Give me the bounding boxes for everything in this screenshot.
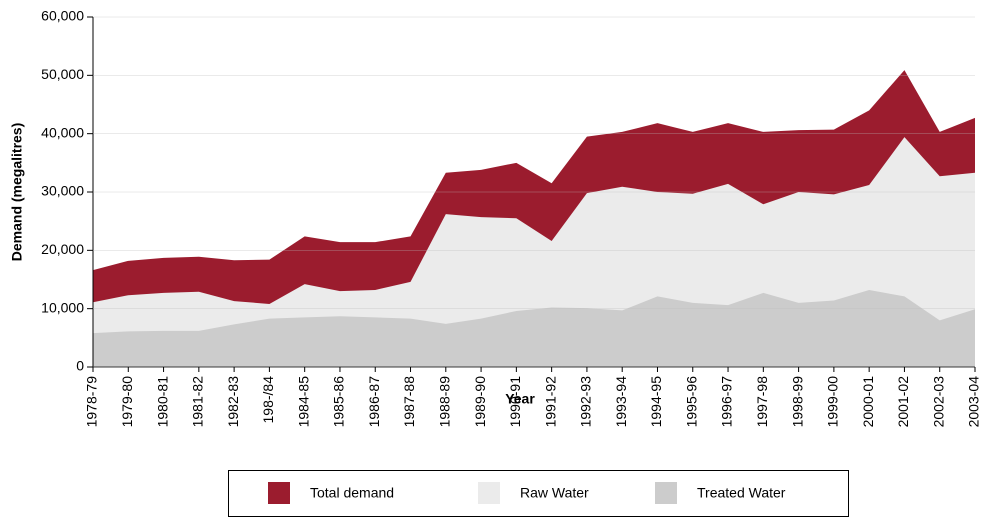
x-tick-label: 1996-97 [719, 376, 735, 428]
legend-swatch [478, 482, 500, 504]
x-tick-label: 1987-88 [401, 376, 417, 428]
area [93, 290, 975, 367]
y-tick-label: 0 [76, 358, 84, 374]
x-tick-label: 1997-98 [754, 376, 770, 428]
legend-label: Total demand [310, 485, 394, 501]
y-tick-label: 50,000 [41, 66, 84, 82]
y-axis-title: Demand (megalitres) [9, 123, 25, 261]
x-tick-label: 1998-99 [789, 376, 805, 428]
x-tick-label: 1981-82 [190, 376, 206, 428]
y-tick-label: 10,000 [41, 299, 84, 315]
x-tick-label: 1986-87 [366, 376, 382, 428]
y-tick-label: 30,000 [41, 183, 84, 199]
x-tick-label: 1999-00 [825, 376, 841, 428]
x-tick-label: 1979-80 [119, 376, 135, 428]
x-tick-label: 1988-89 [437, 376, 453, 428]
legend-label: Raw Water [520, 485, 589, 501]
legend-swatch [655, 482, 677, 504]
x-tick-label: 2001-02 [895, 376, 911, 428]
legend-swatch [268, 482, 290, 504]
x-tick-label: 2003-04 [966, 376, 982, 428]
y-tick-label: 40,000 [41, 124, 84, 140]
x-tick-label: 1980-81 [154, 376, 170, 428]
x-tick-label: 1990-91 [507, 376, 523, 428]
x-axis-title: Year [505, 391, 535, 407]
legend-label: Treated Water [697, 485, 786, 501]
x-tick-label: 1991-92 [542, 376, 558, 428]
x-tick-label: 1984-85 [295, 376, 311, 428]
x-tick-label: 2002-03 [930, 376, 946, 428]
x-tick-label: 1994-95 [648, 376, 664, 428]
x-tick-label: 1989-90 [472, 376, 488, 428]
y-tick-label: 20,000 [41, 241, 84, 257]
x-tick-label: 1982-83 [225, 376, 241, 428]
x-tick-label: 198-/84 [260, 376, 276, 424]
x-tick-label: 1992-93 [578, 376, 594, 428]
x-tick-label: 1985-86 [331, 376, 347, 428]
x-tick-label: 1995-96 [683, 376, 699, 428]
x-tick-label: 2000-01 [860, 376, 876, 428]
x-tick-label: 1978-79 [84, 376, 100, 428]
x-tick-label: 1993-94 [613, 376, 629, 428]
y-tick-label: 60,000 [41, 8, 84, 24]
